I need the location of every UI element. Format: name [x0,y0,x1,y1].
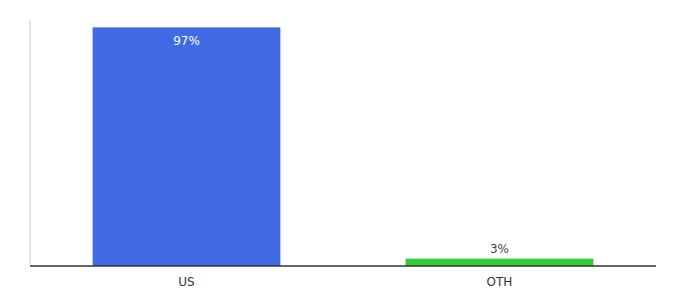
x-tick-label: OTH [487,275,513,289]
bar [406,259,594,266]
x-tick-label: US [178,275,194,289]
bars [93,27,594,266]
data-label: 3% [490,242,509,256]
data-label: 97% [173,34,200,48]
x-axis-line [30,265,656,267]
chart-svg: 97% 3% US OTH [0,0,680,300]
chart-container: 97% 3% US OTH [0,0,680,300]
y-axis-line [30,20,31,266]
bar [93,27,281,266]
